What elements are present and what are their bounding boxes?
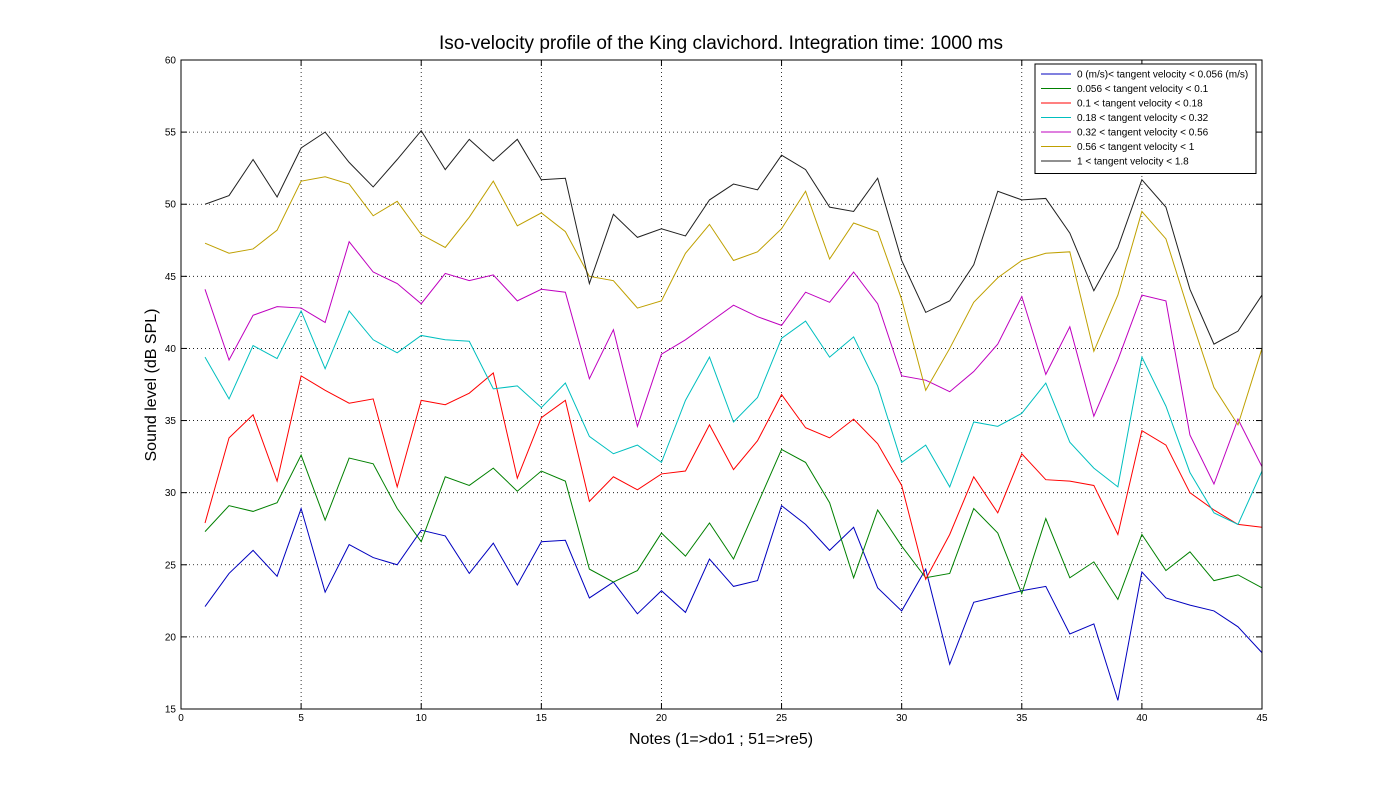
- plot-area-frame: [180, 59, 1263, 710]
- y-tick-label: 55: [165, 128, 177, 139]
- y-tick-label: 45: [165, 272, 177, 283]
- x-tick-label: 15: [536, 713, 548, 724]
- y-tick-label: 15: [165, 705, 177, 716]
- chart-title: Iso-velocity profile of the King clavich…: [439, 33, 1003, 54]
- series-line-6: [204, 176, 1263, 427]
- x-tick-label: 0: [178, 713, 184, 724]
- series-line-7: [204, 129, 1263, 345]
- legend-label-1: 0 (m/s)< tangent velocity < 0.056 (m/s): [1077, 70, 1248, 81]
- y-tick-label: 30: [165, 488, 177, 499]
- y-tick-label: 50: [165, 200, 177, 211]
- x-tick-label: 5: [298, 713, 304, 724]
- legend-label-6: 0.56 < tangent velocity < 1: [1077, 142, 1195, 153]
- y-axis-label: Sound level (dB SPL): [143, 309, 160, 462]
- y-tick-label: 60: [165, 56, 177, 67]
- series-line-3: [204, 372, 1263, 581]
- series-line-2: [204, 448, 1263, 601]
- legend: 0 (m/s)< tangent velocity < 0.056 (m/s) 0…: [1034, 63, 1257, 174]
- y-tick-label: 40: [165, 344, 177, 355]
- x-tick-label: 45: [1256, 713, 1268, 724]
- y-tick-label: 20: [165, 632, 177, 643]
- legend-label-3: 0.1 < tangent velocity < 0.18: [1077, 99, 1203, 110]
- legend-label-2: 0.056 < tangent velocity < 0.1: [1077, 84, 1209, 95]
- y-tick-label: 25: [165, 560, 177, 571]
- x-tick-label: 40: [1136, 713, 1148, 724]
- series-line-5: [204, 240, 1263, 486]
- x-tick-label: 10: [416, 713, 428, 724]
- x-tick-label: 20: [656, 713, 668, 724]
- x-tick-label: 35: [1016, 713, 1028, 724]
- y-tick-label: 35: [165, 416, 177, 427]
- legend-label-5: 0.32 < tangent velocity < 0.56: [1077, 128, 1209, 139]
- x-tick-label: 25: [776, 713, 788, 724]
- legend-label-4: 0.18 < tangent velocity < 0.32: [1077, 113, 1209, 124]
- series-line-1: [204, 504, 1263, 701]
- x-tick-label: 30: [896, 713, 908, 724]
- legend-label-7: 1 < tangent velocity < 1.8: [1077, 157, 1189, 168]
- series-line-4: [204, 309, 1263, 526]
- legend-box: [1034, 63, 1257, 174]
- x-axis-label: Notes (1=>do1 ; 51=>re5): [629, 731, 813, 748]
